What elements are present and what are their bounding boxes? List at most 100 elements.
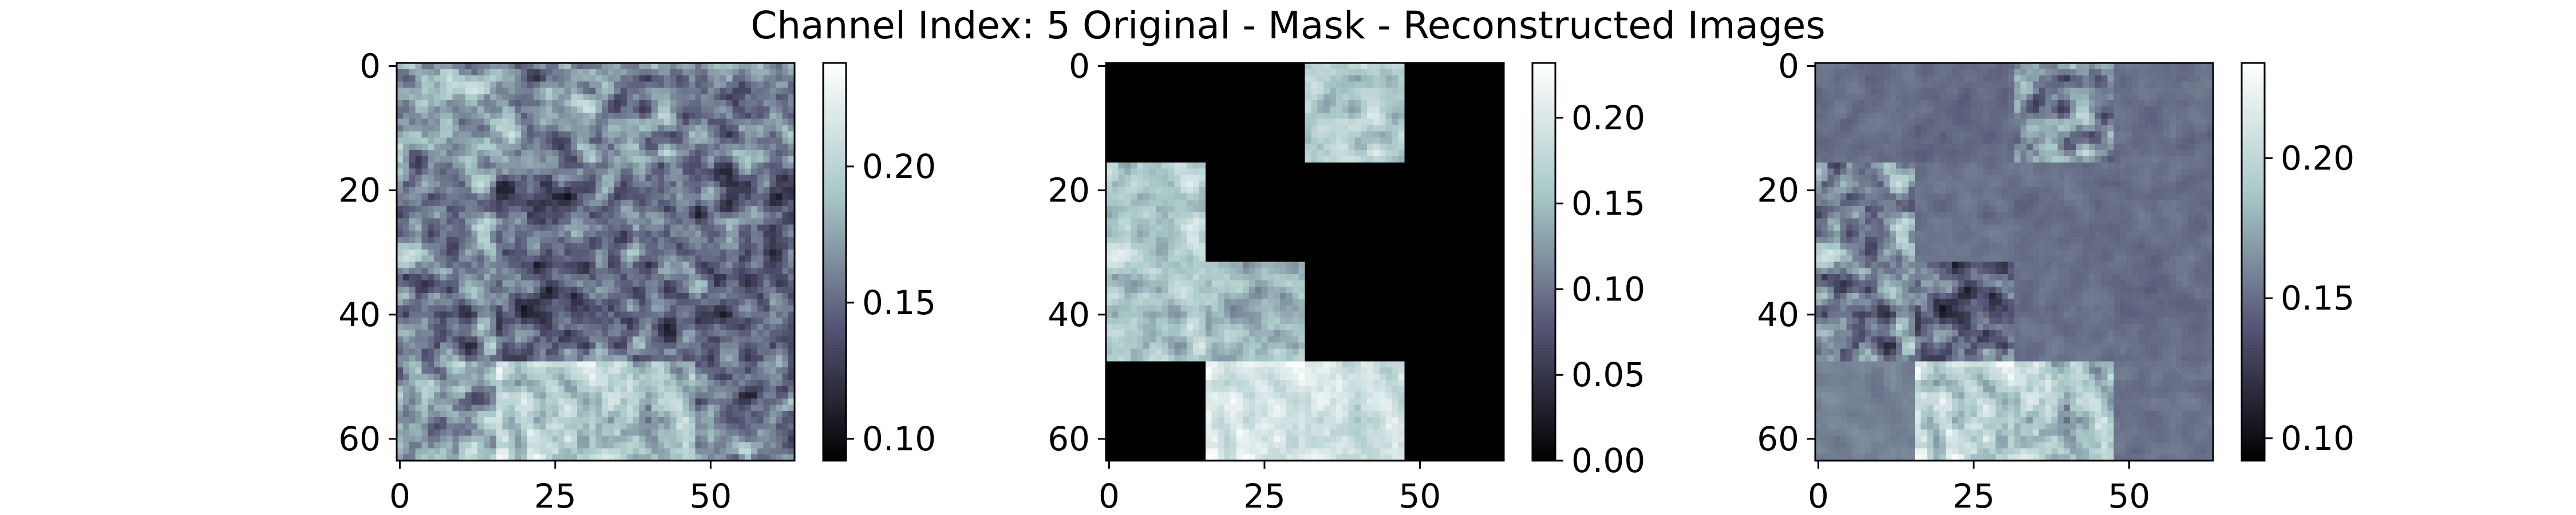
pixel <box>571 268 578 275</box>
pixel <box>421 218 428 225</box>
pixel <box>571 181 578 188</box>
pixel <box>508 125 515 132</box>
pixel <box>639 75 646 82</box>
pixel <box>682 292 689 300</box>
pixel <box>707 187 714 194</box>
pixel <box>539 336 547 343</box>
pixel <box>576 324 584 331</box>
pixel <box>651 417 658 424</box>
pixel <box>757 131 764 138</box>
pixel <box>459 75 466 82</box>
pixel <box>533 125 540 132</box>
pixel <box>745 286 752 294</box>
pixel <box>695 81 702 89</box>
pixel <box>726 405 733 411</box>
pixel <box>614 100 621 107</box>
pixel <box>1292 69 1299 76</box>
pixel <box>645 137 652 144</box>
pixel <box>614 379 621 387</box>
pixel <box>409 262 416 268</box>
pixel <box>720 324 727 331</box>
pixel <box>521 175 528 181</box>
pixel <box>402 118 410 126</box>
pixel <box>533 318 540 324</box>
pixel <box>496 106 503 113</box>
pixel <box>421 75 428 82</box>
pixel <box>484 324 491 331</box>
pixel <box>658 131 665 138</box>
pixel <box>539 150 547 157</box>
pixel <box>402 361 410 368</box>
pixel <box>489 280 497 287</box>
pixel <box>477 205 484 213</box>
pixel <box>676 75 683 82</box>
pixel <box>1193 112 1200 120</box>
pixel <box>434 448 441 455</box>
pixel <box>689 280 696 287</box>
pixel <box>558 435 565 443</box>
pixel <box>602 454 609 461</box>
pixel <box>608 268 615 275</box>
pixel <box>645 454 652 461</box>
pixel <box>434 137 441 144</box>
pixel <box>477 398 484 405</box>
pixel <box>782 311 789 318</box>
pixel <box>415 311 422 318</box>
pixel <box>402 112 410 120</box>
pixel <box>633 318 640 324</box>
colorbar-band <box>823 271 846 276</box>
pixel <box>1404 88 1411 94</box>
pixel <box>533 199 540 207</box>
pixel <box>676 299 683 306</box>
pixel <box>446 423 453 430</box>
pixel <box>670 262 677 268</box>
pixel <box>515 355 521 362</box>
pixel <box>614 125 621 132</box>
pixel <box>440 286 447 294</box>
pixel <box>602 243 609 250</box>
pixel <box>533 231 540 237</box>
pixel <box>788 69 795 76</box>
pixel <box>701 137 708 144</box>
pixel <box>595 398 602 405</box>
pixel <box>670 118 677 126</box>
pixel <box>496 75 503 82</box>
pixel <box>626 175 634 181</box>
pixel <box>1435 69 1443 76</box>
pixel <box>440 330 447 337</box>
pixel <box>720 69 727 76</box>
pixel <box>1311 75 1318 82</box>
pixel <box>484 405 491 411</box>
pixel <box>552 435 559 443</box>
pixel <box>1354 112 1361 120</box>
pixel <box>484 379 491 387</box>
colorbar-band <box>823 384 846 389</box>
pixel <box>1274 106 1281 113</box>
pixel <box>1423 112 1430 120</box>
pixel <box>595 448 602 455</box>
pixel <box>465 150 472 157</box>
pixel <box>1411 112 1417 120</box>
pixel <box>452 181 460 188</box>
pixel <box>533 442 540 449</box>
pixel <box>546 423 553 430</box>
pixel <box>682 137 689 144</box>
pixel <box>745 305 752 312</box>
pixel <box>639 305 646 312</box>
pixel <box>763 386 771 393</box>
pixel <box>1354 63 1361 70</box>
pixel <box>695 311 702 318</box>
pixel <box>1280 94 1287 101</box>
pixel <box>521 448 528 455</box>
pixel <box>589 355 596 362</box>
pixel <box>776 212 783 219</box>
pixel <box>533 355 540 362</box>
pixel <box>558 125 565 132</box>
pixel <box>682 144 689 150</box>
pixel <box>639 386 646 393</box>
pixel <box>1498 75 1504 82</box>
pixel <box>484 286 491 294</box>
pixel <box>726 373 733 381</box>
pixel <box>589 162 596 169</box>
pixel <box>595 156 602 163</box>
